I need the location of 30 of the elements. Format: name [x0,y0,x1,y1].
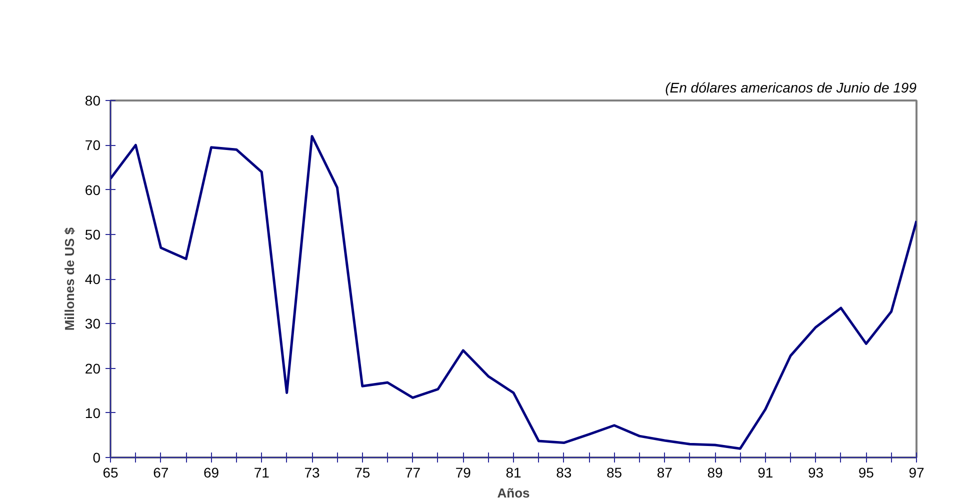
y-tick-label: 50 [84,226,101,242]
x-tick-label: 83 [556,464,572,480]
y-tick-label: 60 [84,182,101,198]
x-tick-label: 91 [758,464,774,480]
x-tick-label: 81 [506,464,522,480]
x-tick-label: 65 [102,464,118,480]
x-tick-label: 93 [808,464,824,480]
line-series [110,134,916,450]
x-tick-label: 75 [354,464,370,480]
y-tick-label: 40 [84,271,101,287]
y-tick-label: 10 [84,404,101,421]
y-tick-label: 20 [84,360,101,376]
x-tick-label: 95 [858,464,874,480]
y-tick-label: 0 [92,450,101,466]
x-tick-label: 69 [203,464,220,480]
x-tick-label: 67 [153,464,169,480]
x-tick-label: 79 [455,464,472,480]
chart-subtitle: (En dólares americanos de Junio de 199 [665,80,917,96]
x-axis-title: Años [497,486,530,500]
x-tick-label: 73 [304,464,320,480]
y-tick-label: 80 [84,92,101,108]
x-tick-label: 87 [656,464,673,480]
x-tick-label: 77 [404,464,421,480]
x-tick-label: 85 [606,464,622,480]
y-axis-title: Millones de US $ [62,226,77,331]
y-tick-label: 70 [84,137,101,154]
y-tick-label: 30 [84,316,101,332]
x-tick-label: 97 [908,464,924,480]
x-tick-label: 71 [254,464,270,480]
x-tick-label: 89 [707,464,723,480]
